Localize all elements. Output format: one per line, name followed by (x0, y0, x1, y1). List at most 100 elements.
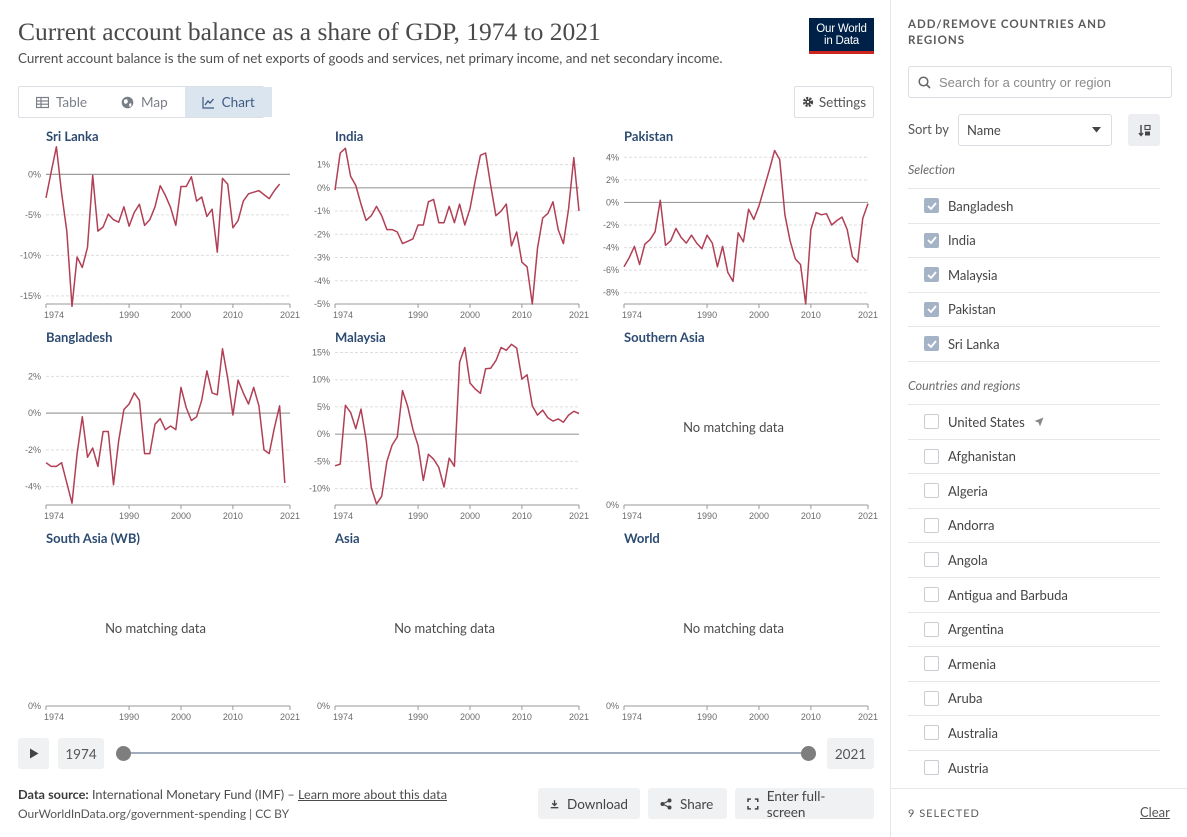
page-title: Current account balance as a share of GD… (18, 17, 601, 46)
selected-item[interactable]: Pakistan (924, 292, 1160, 326)
series-line-pakistan[interactable] (623, 149, 869, 305)
checkbox-unchecked[interactable] (924, 517, 939, 533)
checkbox-checked[interactable] (924, 336, 939, 351)
logo-line-2: in Data (823, 35, 860, 47)
timeline-track[interactable] (124, 752, 808, 754)
x-tick-label: 1974 (333, 310, 353, 320)
panel-south-asia-wb: South Asia (WB) 0% 1974 1990 2000 2010 2021 No … (18, 530, 300, 722)
series-line-bangladesh[interactable] (45, 348, 286, 504)
x-tick-label: 1974 (333, 511, 353, 521)
item-label: Andorra (948, 517, 995, 534)
timeline-end-handle[interactable] (801, 746, 816, 761)
x-tick-label: 1974 (44, 712, 64, 722)
search-icon (918, 75, 931, 89)
y-tick-label: -3% (314, 253, 330, 263)
panel-title: South Asia (WB) (46, 530, 140, 546)
timeline-start-year[interactable]: 1974 (58, 738, 104, 769)
clear-button[interactable]: Clear (1140, 804, 1170, 820)
x-tick-label: 1990 (697, 511, 717, 521)
country-item[interactable]: Austria (924, 751, 1160, 785)
checkbox-unchecked[interactable] (924, 587, 939, 602)
sort-select[interactable]: Name (958, 114, 1112, 146)
y-tick-label: -8% (603, 288, 619, 298)
x-tick-label: 2000 (749, 511, 769, 521)
y-tick-label: -15% (20, 291, 41, 301)
series-line-india[interactable] (334, 147, 580, 305)
country-item[interactable]: Angola (924, 543, 1160, 577)
view-tabs: Table Map Chart (18, 86, 272, 118)
tab-chart[interactable]: Chart (184, 87, 272, 117)
series-line-sri-lanka[interactable] (45, 146, 281, 308)
entity-selector: ADD/REMOVE COUNTRIES AND REGIONS Sort by… (890, 0, 1187, 837)
checkbox-unchecked[interactable] (924, 725, 939, 741)
share-button[interactable]: Share (648, 788, 727, 819)
checkbox-checked[interactable] (924, 198, 939, 213)
series-line-malaysia[interactable] (334, 343, 580, 505)
chart-svg: 0%1974 1990 2000 2010 2021 (317, 701, 589, 722)
x-tick-label: 1974 (622, 511, 642, 521)
country-item[interactable]: Armenia (924, 647, 1160, 681)
panel-pakistan: Pakistan 4% 2% 0% -2% -4% -6% -8% 1974 1990 2000 20… (596, 128, 878, 320)
search-input[interactable] (939, 74, 1159, 90)
checkbox-checked[interactable] (924, 301, 939, 317)
item-label: Australia (948, 724, 998, 741)
logo-line-1: Our World (816, 23, 867, 35)
chart-svg: 2% 0% -2% -4% 1974 1990 2000 2010 2021 (25, 348, 300, 521)
x-tick-label: 2000 (460, 310, 480, 320)
learn-more-link[interactable]: Learn more about this data (297, 786, 447, 802)
tab-table[interactable]: Table (19, 87, 104, 117)
fullscreen-button[interactable]: Enter full-screen (735, 787, 874, 820)
search-box[interactable] (908, 66, 1172, 98)
checkbox-checked[interactable] (924, 232, 939, 248)
country-item[interactable]: Afghanistan (924, 439, 1160, 473)
fullscreen-label: Enter full-screen (766, 787, 826, 820)
country-item[interactable]: United States (924, 405, 1160, 439)
divider (908, 646, 1160, 648)
country-item[interactable]: Algeria (924, 474, 1160, 508)
checkbox-unchecked[interactable] (924, 656, 939, 672)
checkbox-unchecked[interactable] (924, 448, 939, 464)
x-tick-label: 2021 (569, 511, 589, 521)
expand-icon (747, 797, 759, 810)
country-item[interactable]: Australia (924, 716, 1160, 750)
play-button[interactable] (18, 738, 49, 769)
divider (908, 222, 1160, 224)
panel-title: Malaysia (335, 329, 386, 345)
chart-area: Current account balance as a share of GD… (18, 17, 878, 821)
country-item[interactable]: Aruba (924, 681, 1160, 715)
x-tick-label: 2021 (280, 712, 300, 722)
checkbox-unchecked[interactable] (924, 552, 939, 568)
tab-map[interactable]: Map (104, 87, 185, 117)
download-button[interactable]: Download (538, 788, 640, 819)
selected-item[interactable]: Malaysia (924, 258, 1160, 292)
y-tick-label: -5% (314, 456, 330, 466)
checkbox-unchecked[interactable] (924, 621, 939, 637)
sort-order-button[interactable] (1128, 114, 1160, 146)
sort-by-label: Sort by (908, 121, 949, 137)
timeline-end-year[interactable]: 2021 (827, 738, 874, 769)
divider (908, 577, 1160, 578)
selected-item[interactable]: India (924, 223, 1160, 257)
checkbox-unchecked[interactable] (924, 760, 939, 775)
divider (908, 715, 1160, 717)
y-tick-label: -2% (603, 220, 619, 230)
settings-label: Settings (818, 94, 867, 110)
sidebar-footer: 9 SELECTED Clear (891, 788, 1187, 837)
timeline-start-handle[interactable] (116, 746, 131, 761)
settings-button[interactable]: Settings (794, 86, 874, 118)
country-item[interactable]: Andorra (924, 508, 1160, 542)
checkbox-checked[interactable] (924, 267, 939, 282)
country-item[interactable]: Antigua and Barbuda (924, 578, 1160, 612)
owid-logo[interactable]: Our World in Data (809, 18, 874, 54)
selected-item[interactable]: Bangladesh (924, 189, 1160, 223)
country-item[interactable]: Argentina (924, 612, 1160, 646)
checkbox-unchecked[interactable] (924, 414, 939, 429)
y-tick-label: -2% (25, 445, 41, 455)
source-label: Data source: (18, 786, 89, 802)
checkbox-unchecked[interactable] (924, 483, 939, 499)
tab-table-label: Table (56, 94, 88, 110)
selected-item[interactable]: Sri Lanka (924, 327, 1160, 361)
checkbox-unchecked[interactable] (924, 690, 939, 706)
check-icon (926, 305, 937, 313)
x-tick-label: 1990 (697, 310, 717, 320)
